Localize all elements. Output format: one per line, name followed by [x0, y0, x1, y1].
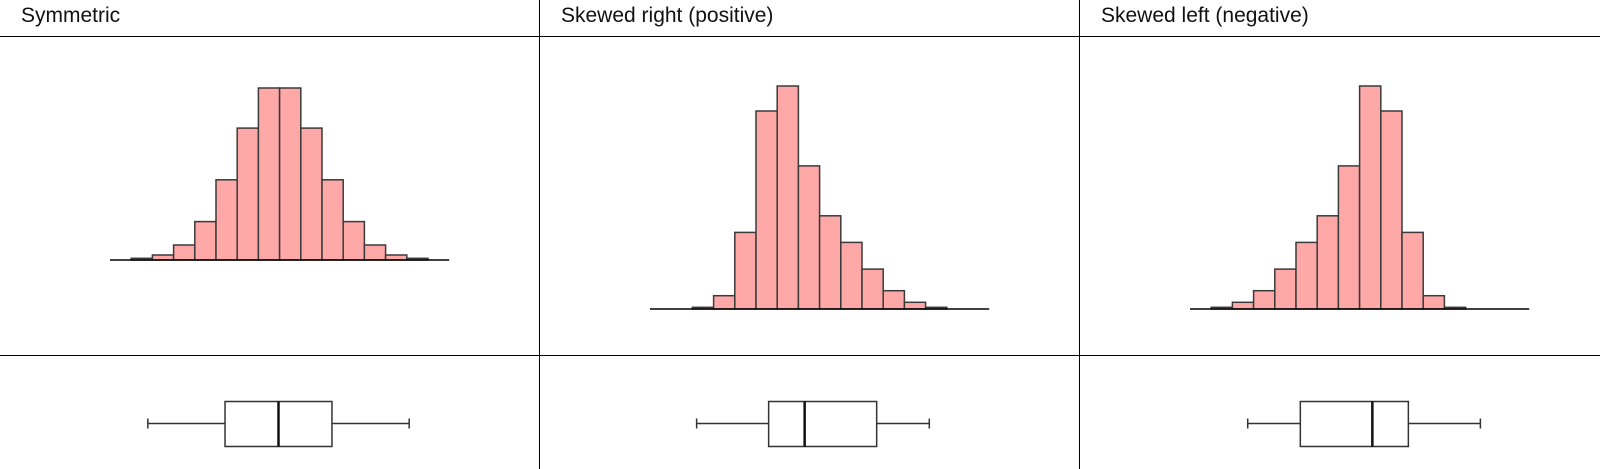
iqr-box	[1299, 400, 1410, 448]
header-skewed-left: Skewed left (negative)	[1101, 4, 1309, 27]
histogram-2	[650, 85, 990, 310]
header-skewed-right: Skewed right (positive)	[561, 4, 774, 27]
box-plot-3	[1246, 400, 1482, 448]
box-plot-2	[695, 400, 931, 448]
iqr-box	[767, 400, 878, 448]
histogram-3	[1190, 85, 1530, 310]
box-plot-1	[147, 400, 410, 448]
header-symmetric: Symmetric	[21, 4, 121, 27]
histogram-1	[110, 87, 450, 261]
